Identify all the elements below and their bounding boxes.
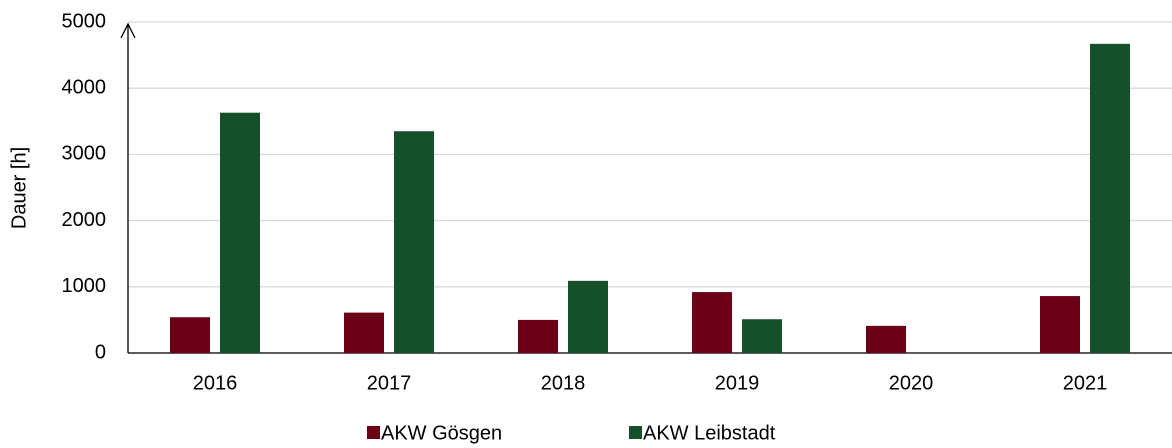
bar bbox=[220, 112, 260, 353]
bar bbox=[344, 312, 384, 353]
y-tick-label: 5000 bbox=[62, 10, 107, 32]
y-axis-arrow bbox=[120, 22, 136, 39]
y-axis-label: Dauer [h] bbox=[8, 147, 30, 229]
bar bbox=[568, 280, 608, 353]
bar bbox=[692, 292, 732, 353]
y-tick-label: 0 bbox=[95, 341, 106, 363]
legend-label: AKW Gösgen bbox=[381, 422, 502, 444]
legend-swatch bbox=[629, 426, 642, 439]
bar bbox=[866, 325, 906, 353]
bar bbox=[1040, 296, 1080, 353]
bar bbox=[518, 319, 558, 353]
bar bbox=[1090, 43, 1130, 353]
y-tick-label: 3000 bbox=[62, 143, 107, 165]
x-tick-label: 2019 bbox=[715, 372, 760, 394]
y-tick-label: 1000 bbox=[62, 275, 107, 297]
x-tick-label: 2020 bbox=[889, 372, 934, 394]
y-tick-label: 4000 bbox=[62, 76, 107, 98]
bar bbox=[394, 131, 434, 353]
x-tick-label: 2018 bbox=[541, 372, 586, 394]
legend-label: AKW Leibstadt bbox=[643, 422, 776, 444]
x-tick-label: 2017 bbox=[367, 372, 412, 394]
bar bbox=[170, 317, 210, 353]
x-tick-label: 2021 bbox=[1063, 372, 1108, 394]
grid bbox=[128, 21, 1172, 354]
bar bbox=[742, 319, 782, 353]
y-tick-label: 2000 bbox=[62, 209, 107, 231]
x-tick-label: 2016 bbox=[193, 372, 238, 394]
legend-swatch bbox=[367, 426, 380, 439]
